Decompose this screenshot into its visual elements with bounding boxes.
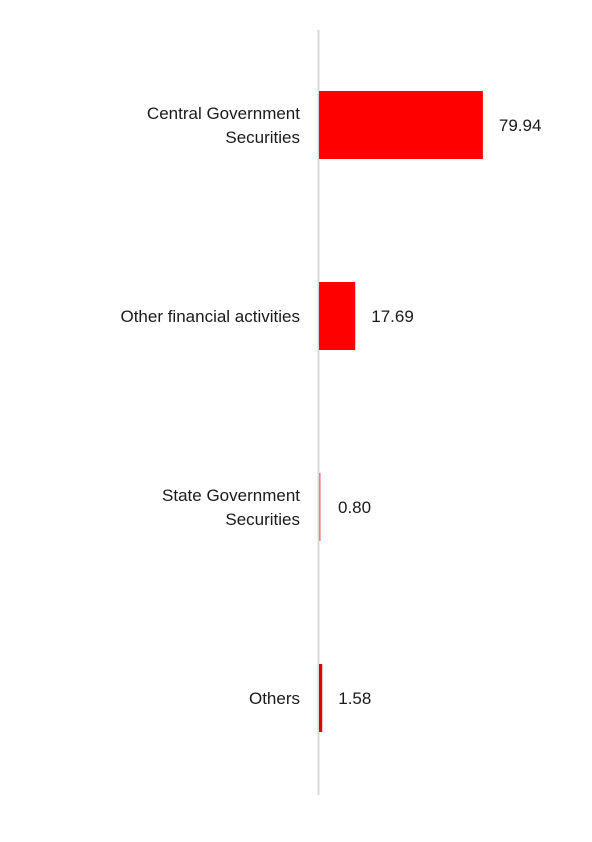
- value-label-1: 79.94: [499, 116, 542, 135]
- category-label-3: State Government Securities: [162, 486, 300, 529]
- category-label-4: Others: [249, 689, 300, 708]
- value-label-3: 0.80: [338, 498, 371, 517]
- value-label-4: 1.58: [338, 689, 371, 708]
- value-label-2: 17.69: [371, 307, 414, 326]
- bar-2: [319, 282, 356, 350]
- category-label-2: Other financial activities: [120, 307, 300, 326]
- bar-1: [319, 91, 483, 159]
- bar-4: [319, 664, 323, 732]
- chart-marks: Central Government Securities 79.94 Other f…: [120, 91, 541, 732]
- bar-3: [319, 473, 321, 541]
- category-label-1: Central Government Securities: [147, 104, 300, 147]
